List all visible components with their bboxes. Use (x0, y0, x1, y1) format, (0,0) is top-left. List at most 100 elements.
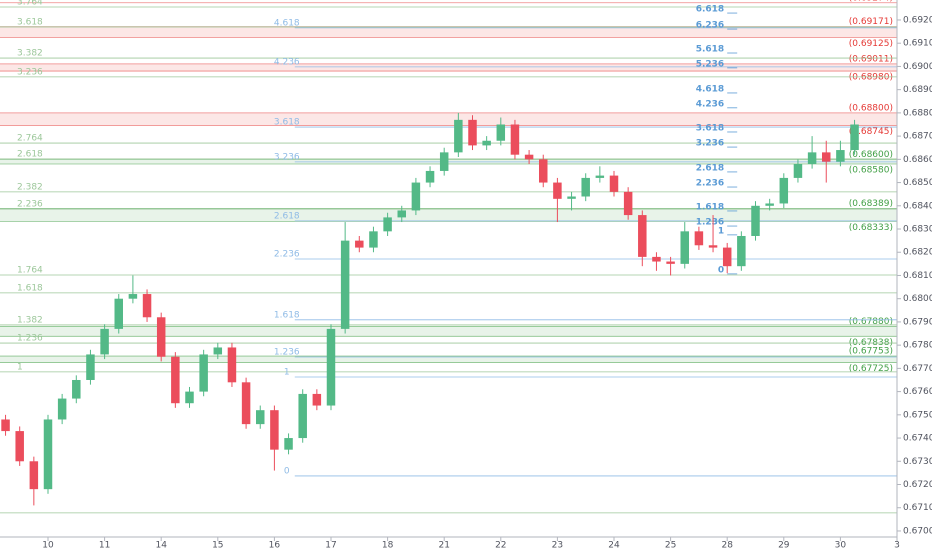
fib-label: 1.236 (17, 334, 43, 344)
candle-body (29, 461, 39, 490)
candle-body (793, 163, 803, 178)
x-tick-label: 18 (382, 541, 394, 550)
candle-body (595, 175, 605, 178)
candle-body (454, 119, 463, 153)
candle-body (468, 119, 477, 146)
fib-label: 0 (718, 265, 724, 275)
zone-label: (0.68800) (849, 103, 893, 113)
candle-body (397, 210, 406, 218)
x-tick-label: 23 (552, 541, 563, 550)
zone (0, 26, 897, 38)
candle-body (666, 261, 675, 264)
candle-body (482, 140, 491, 146)
zone-label: (0.68745) (849, 127, 893, 137)
fib-label: 2.618 (274, 211, 300, 221)
fib-label: 1.618 (274, 310, 300, 320)
candle-body (128, 294, 138, 299)
candle-body (694, 231, 704, 246)
x-tick-label: 30 (835, 541, 847, 550)
candle-body (326, 328, 336, 406)
fib-label: 5.618 (696, 45, 724, 55)
candle-body (142, 294, 152, 318)
candle-body (836, 150, 845, 162)
y-tick-label: 0.68600 (903, 155, 932, 165)
candle-body (15, 431, 24, 462)
candle-body (779, 177, 789, 204)
fib-label: 6.236 (696, 21, 724, 31)
fib-label: 4.236 (274, 57, 300, 67)
x-tick-label: 21 (438, 541, 449, 550)
zone-label: (0.68333) (849, 223, 893, 233)
x-tick-label: 24 (608, 541, 620, 550)
zone-label: (0.68980) (849, 73, 893, 83)
candle-body (623, 191, 633, 216)
candle-body (524, 154, 534, 160)
fib-label: 3.236 (17, 67, 43, 77)
zone-label: (0.69274) (849, 0, 893, 3)
fib-label: 3.382 (17, 49, 43, 59)
candle-body (270, 410, 279, 450)
x-tick-label: 17 (325, 541, 336, 550)
candle-body (822, 152, 831, 162)
fib-label: 5.236 (696, 59, 724, 69)
candle-body (411, 182, 421, 211)
candle-body (298, 393, 307, 439)
x-tick-label: 25 (665, 541, 676, 550)
y-tick-label: 0.68800 (903, 108, 932, 118)
candle-body (312, 393, 322, 406)
zone-label: (0.67880) (849, 317, 893, 327)
candle-body (539, 159, 548, 183)
fib-label: 2.618 (696, 163, 724, 173)
fib-label: 1.764 (17, 266, 43, 276)
fib-label: 3.618 (696, 123, 724, 133)
candle-body (510, 124, 520, 155)
candle-body (86, 354, 95, 380)
x-tick-label: 29 (778, 541, 790, 550)
candle-body (213, 347, 223, 355)
fib-label: 6.618 (696, 5, 724, 15)
zone-label: (0.67725) (849, 364, 893, 374)
fib-label: 1.236 (696, 218, 724, 228)
candle-body (553, 182, 562, 199)
zone-label: (0.68580) (849, 165, 893, 175)
fib-label: 3.236 (696, 139, 724, 149)
candle-body (383, 217, 392, 232)
candle-body (199, 354, 208, 392)
candle-body (708, 245, 718, 248)
fib-label: 2.764 (17, 134, 43, 144)
candle-body (439, 152, 449, 171)
zone-label: (0.67753) (849, 347, 893, 357)
candle-body (751, 205, 760, 236)
fib-label: 1 (17, 362, 23, 372)
fib-label: 1.618 (17, 283, 43, 293)
candle-body (765, 203, 774, 206)
fib-label: 3.618 (17, 17, 43, 27)
fib-label: 1.236 (274, 347, 300, 357)
x-tick-label: 11 (99, 541, 110, 550)
candle-body (43, 419, 53, 490)
candle-body (1, 419, 10, 432)
x-tick-label: 15 (212, 541, 223, 550)
fib-label: 3.618 (274, 118, 300, 128)
candle-body (227, 347, 237, 383)
candle-body (171, 356, 180, 404)
zone-label: (0.69125) (849, 39, 893, 49)
zone-label: (0.68389) (849, 199, 893, 209)
candle-body (581, 177, 590, 197)
fib-label: 2.618 (17, 149, 43, 159)
candle-body (737, 235, 746, 267)
fib-label: 3.764 (17, 0, 43, 7)
